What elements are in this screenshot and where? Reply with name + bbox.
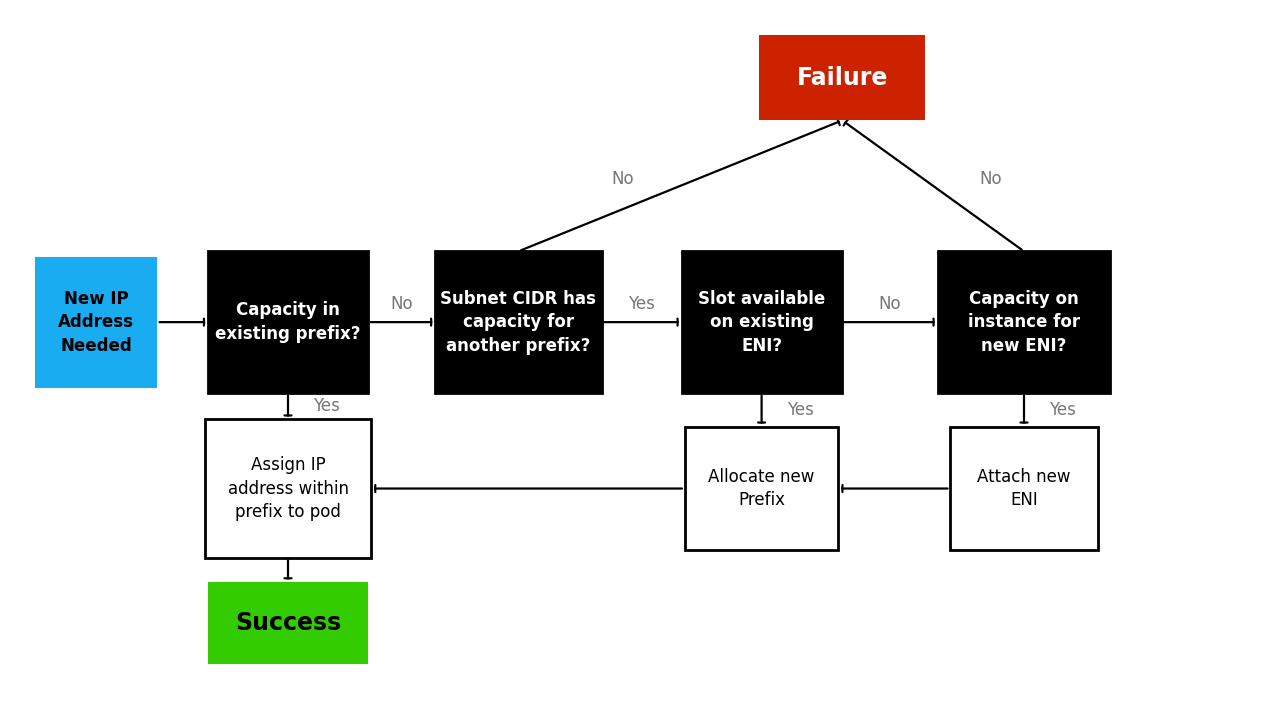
Text: No: No bbox=[612, 170, 634, 188]
FancyBboxPatch shape bbox=[759, 35, 925, 120]
FancyBboxPatch shape bbox=[207, 251, 369, 393]
FancyBboxPatch shape bbox=[681, 251, 842, 393]
Text: Attach new
ENI: Attach new ENI bbox=[977, 468, 1071, 509]
FancyBboxPatch shape bbox=[205, 419, 371, 558]
FancyBboxPatch shape bbox=[951, 426, 1098, 551]
Text: Yes: Yes bbox=[1050, 401, 1075, 418]
FancyBboxPatch shape bbox=[435, 251, 602, 393]
Text: No: No bbox=[878, 295, 901, 314]
Text: Yes: Yes bbox=[314, 397, 339, 415]
Text: New IP
Address
Needed: New IP Address Needed bbox=[58, 290, 134, 355]
Text: Yes: Yes bbox=[628, 295, 655, 314]
Text: Yes: Yes bbox=[787, 401, 813, 418]
Text: Assign IP
address within
prefix to pod: Assign IP address within prefix to pod bbox=[228, 456, 348, 521]
Text: Capacity in
existing prefix?: Capacity in existing prefix? bbox=[215, 302, 361, 343]
FancyBboxPatch shape bbox=[937, 251, 1111, 393]
Text: No: No bbox=[979, 170, 1002, 188]
Text: Success: Success bbox=[234, 611, 342, 635]
Text: Capacity on
instance for
new ENI?: Capacity on instance for new ENI? bbox=[968, 290, 1080, 355]
Text: Failure: Failure bbox=[796, 66, 888, 90]
Text: Slot available
on existing
ENI?: Slot available on existing ENI? bbox=[698, 290, 826, 355]
Text: No: No bbox=[390, 295, 413, 314]
Text: Allocate new
Prefix: Allocate new Prefix bbox=[708, 468, 815, 509]
FancyBboxPatch shape bbox=[207, 582, 369, 664]
FancyBboxPatch shape bbox=[35, 257, 157, 388]
FancyBboxPatch shape bbox=[685, 426, 838, 551]
Text: Subnet CIDR has
capacity for
another prefix?: Subnet CIDR has capacity for another pre… bbox=[440, 290, 596, 355]
